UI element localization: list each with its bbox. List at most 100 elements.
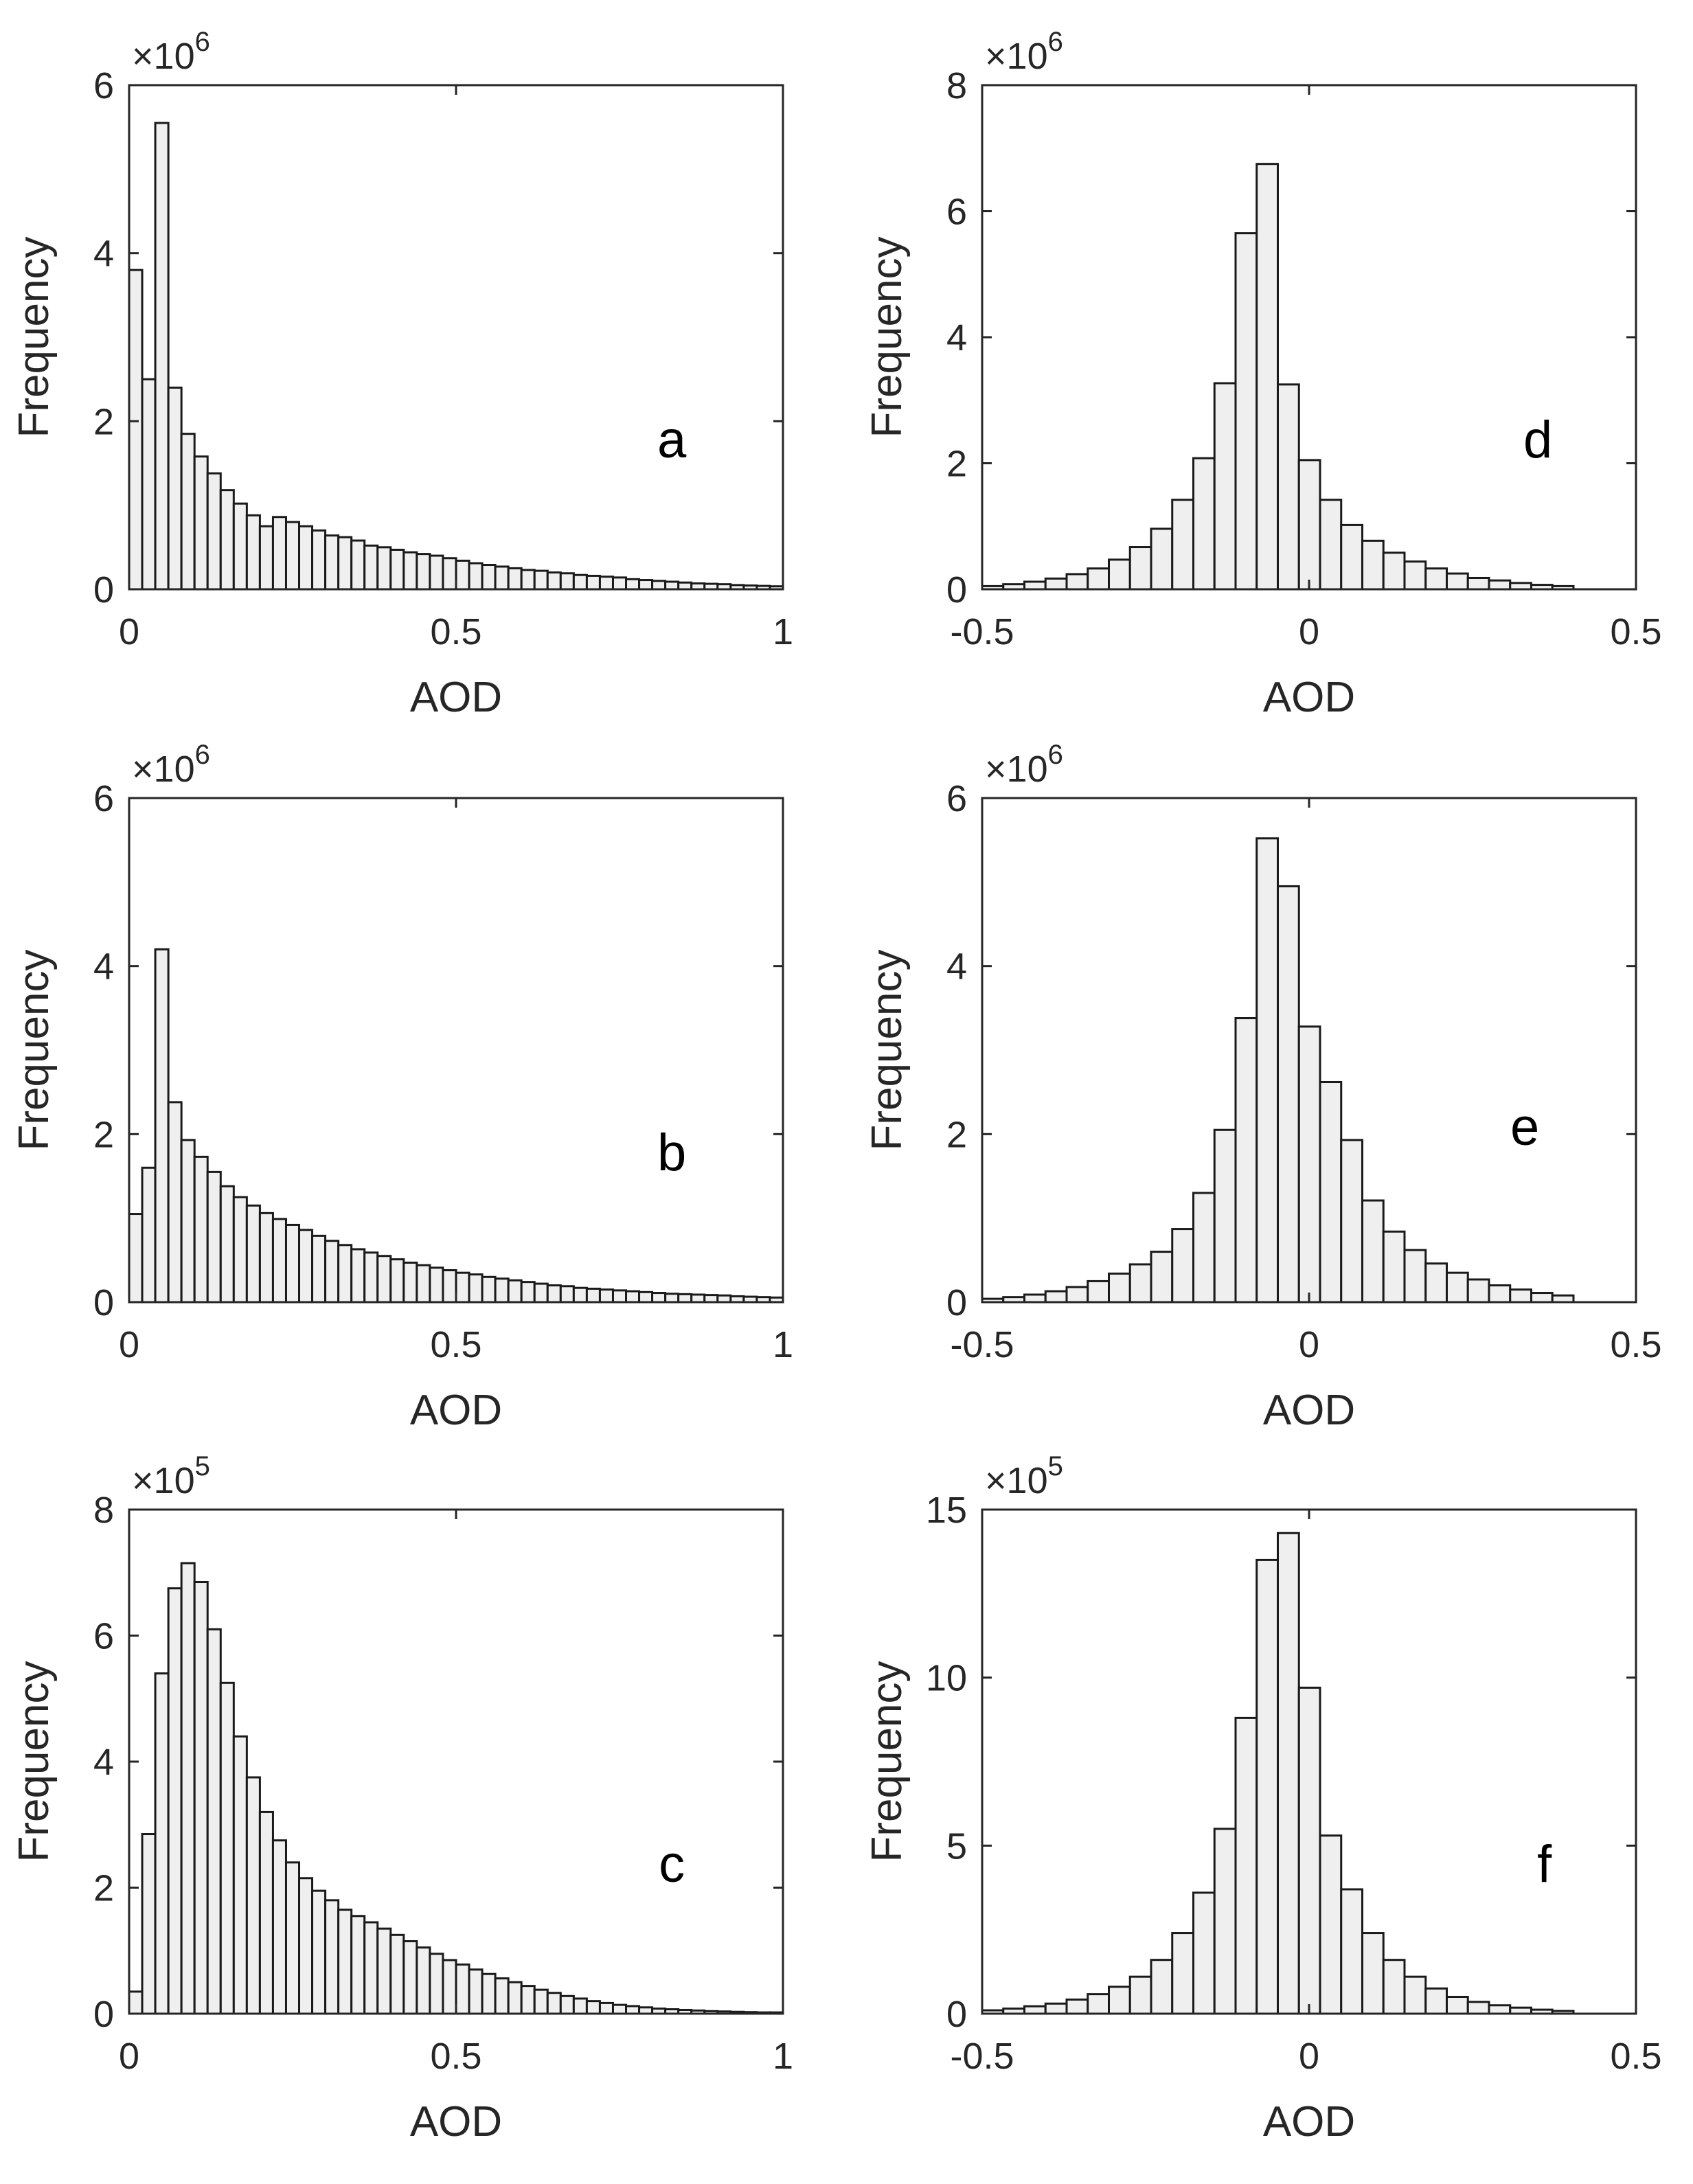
histogram-bar (1171, 1228, 1194, 1304)
x-axis-label: AOD (1263, 674, 1355, 721)
histogram-bar (494, 565, 510, 591)
y-tick-label: 0 (946, 569, 967, 611)
y-axis-multiplier: ×106 (985, 27, 1063, 77)
histogram-bar (1150, 1959, 1174, 2015)
x-tick-label: 1 (773, 611, 793, 652)
histogram-bar (1171, 499, 1194, 591)
histogram-bar (416, 1946, 431, 2015)
y-tick-label: 0 (93, 569, 114, 611)
histogram-bar (1213, 382, 1237, 591)
histogram-bar (141, 1166, 157, 1304)
histogram-bar (1297, 1686, 1321, 2015)
histogram-bar (219, 1185, 235, 1304)
histogram-bar (1319, 499, 1343, 591)
histogram-bar (546, 1284, 562, 1304)
histogram-bar (651, 1292, 667, 1304)
histogram-bar (442, 1269, 457, 1304)
histogram-bar (533, 569, 549, 591)
histogram-bar (598, 576, 614, 591)
y-tick-label: 8 (93, 1490, 114, 1531)
y-tick-label: 0 (93, 1994, 114, 2035)
histogram-bar (1382, 1959, 1406, 2015)
histogram-bar (376, 1927, 392, 2015)
x-axis-label: AOD (410, 674, 502, 721)
histogram-bar (598, 1288, 614, 1304)
x-axis-label: AOD (1263, 2098, 1355, 2146)
histogram-bar (1171, 1932, 1194, 2015)
histogram-bar (611, 576, 628, 591)
histogram-bar (690, 1293, 706, 1304)
histogram-bar (311, 529, 327, 591)
y-tick-label: 6 (93, 65, 114, 106)
histogram-bar (284, 521, 301, 591)
histogram-bar (1424, 567, 1448, 591)
y-tick-label: 4 (93, 234, 114, 275)
histogram-bar (1424, 1262, 1448, 1304)
histogram-bar (141, 1833, 157, 2015)
histogram-bar (154, 1672, 170, 2015)
histogram-bar (1023, 580, 1047, 591)
histogram-bar (481, 564, 497, 591)
histogram-bar (442, 557, 457, 591)
x-tick-label: 0 (1299, 1324, 1319, 1365)
y-tick-label: 6 (93, 778, 114, 819)
histogram-bar (1445, 572, 1469, 591)
x-tick-label: 0 (1299, 2036, 1319, 2077)
histogram-bar (664, 580, 680, 591)
histogram-bar (363, 1251, 379, 1304)
y-tick-label: 2 (946, 1114, 967, 1155)
histogram-bar (245, 1776, 261, 2015)
histogram-bar (376, 546, 392, 591)
x-tick-label: 0.5 (430, 611, 481, 652)
histogram-bar (455, 1963, 470, 2015)
x-tick-label: 0 (119, 611, 139, 652)
x-axis-label: AOD (1263, 1387, 1355, 1434)
x-tick-label: 0 (1299, 611, 1319, 652)
histogram-bar (585, 1287, 601, 1304)
histogram-bar (1065, 1286, 1089, 1304)
histogram-bar (311, 1234, 327, 1304)
histogram-bar (546, 571, 562, 591)
histogram-bar (1403, 1249, 1427, 1304)
histogram-bar (350, 539, 366, 591)
histogram-bar (1213, 1128, 1237, 1304)
histogram-bar (1044, 1290, 1068, 1304)
y-tick-label: 2 (93, 1868, 114, 1909)
y-tick-label: 4 (93, 1742, 114, 1783)
y-tick-label: 5 (946, 1825, 967, 1867)
y-axis-multiplier: ×106 (985, 740, 1063, 790)
y-tick-label: 4 (946, 946, 967, 988)
histogram-bar (611, 1289, 628, 1304)
histogram-bar (324, 534, 340, 591)
histogram-bar (245, 514, 261, 591)
histogram-bar (703, 1294, 719, 1304)
y-axis-label: Frequency (863, 1661, 911, 1863)
histogram-bar (494, 1277, 510, 1304)
histogram-bar (1023, 2005, 1047, 2015)
histogram-bar (389, 1933, 405, 2015)
panel-label: c (659, 1835, 685, 1893)
histogram-bar (1530, 1292, 1554, 1304)
histogram-bar (638, 1290, 654, 1304)
y-tick-label: 0 (946, 1282, 967, 1323)
histogram-bar (611, 2003, 628, 2015)
y-axis-multiplier: ×106 (132, 740, 210, 790)
x-axis-label: AOD (410, 1387, 502, 1434)
histogram-bar (507, 1279, 523, 1304)
histogram-bar (389, 1258, 405, 1304)
histogram-bar (167, 1101, 183, 1304)
histogram-bar (1403, 560, 1427, 591)
y-tick-label: 0 (946, 1994, 967, 2035)
histogram-bar (1466, 1278, 1490, 1304)
histogram-bar (481, 1972, 497, 2015)
histogram-bar (128, 1990, 144, 2015)
histogram-bar (1108, 1986, 1131, 2015)
histogram-bar (363, 544, 379, 591)
histogram-bar (546, 1992, 562, 2015)
histogram-bar (1319, 1834, 1343, 2015)
y-axis-label: Frequency (10, 237, 58, 438)
y-tick-label: 6 (946, 778, 967, 819)
